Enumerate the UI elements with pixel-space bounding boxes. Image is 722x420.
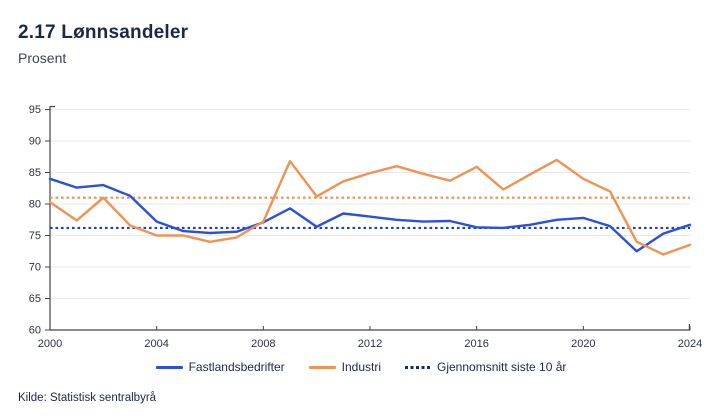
svg-text:2004: 2004 (144, 338, 168, 350)
svg-text:2024: 2024 (678, 338, 702, 350)
page-title: 2.17 Lønnsandeler (18, 22, 189, 43)
svg-text:90: 90 (29, 136, 41, 148)
chart-legend: Fastlandsbedrifter Industri Gjennomsnitt… (0, 360, 722, 374)
page-subtitle: Prosent (18, 50, 67, 66)
legend-label-gjennomsnitt: Gjennomsnitt siste 10 år (437, 360, 567, 374)
blue-line-swatch-icon (155, 365, 183, 369)
svg-text:80: 80 (29, 199, 41, 211)
svg-text:2020: 2020 (571, 338, 595, 350)
legend-label-fastlandsbedrifter: Fastlandsbedrifter (188, 360, 285, 374)
svg-text:60: 60 (29, 325, 41, 337)
svg-text:85: 85 (29, 167, 41, 179)
svg-text:70: 70 (29, 262, 41, 274)
legend-item-gjennomsnitt: Gjennomsnitt siste 10 år (405, 360, 566, 374)
svg-text:2016: 2016 (464, 338, 488, 350)
svg-text:2000: 2000 (38, 338, 62, 350)
dotted-line-swatch-icon (405, 365, 431, 369)
svg-text:2008: 2008 (251, 338, 275, 350)
legend-label-industri: Industri (341, 360, 381, 374)
svg-text:75: 75 (29, 230, 41, 242)
legend-item-industri: Industri (308, 360, 381, 374)
orange-line-swatch-icon (308, 365, 336, 369)
chart-svg: 60 65 70 75 80 85 90 95 2000 2004 2008 2012 2016 2020… (29, 104, 702, 350)
svg-text:2012: 2012 (358, 338, 382, 350)
svg-text:65: 65 (29, 293, 41, 305)
source-note: Kilde: Statistisk sentralbyrå (18, 392, 157, 404)
legend-item-fastlandsbedrifter: Fastlandsbedrifter (155, 360, 285, 374)
svg-text:95: 95 (29, 104, 41, 116)
chart-header: 2.17 Lønnsandeler Prosent (18, 22, 188, 66)
